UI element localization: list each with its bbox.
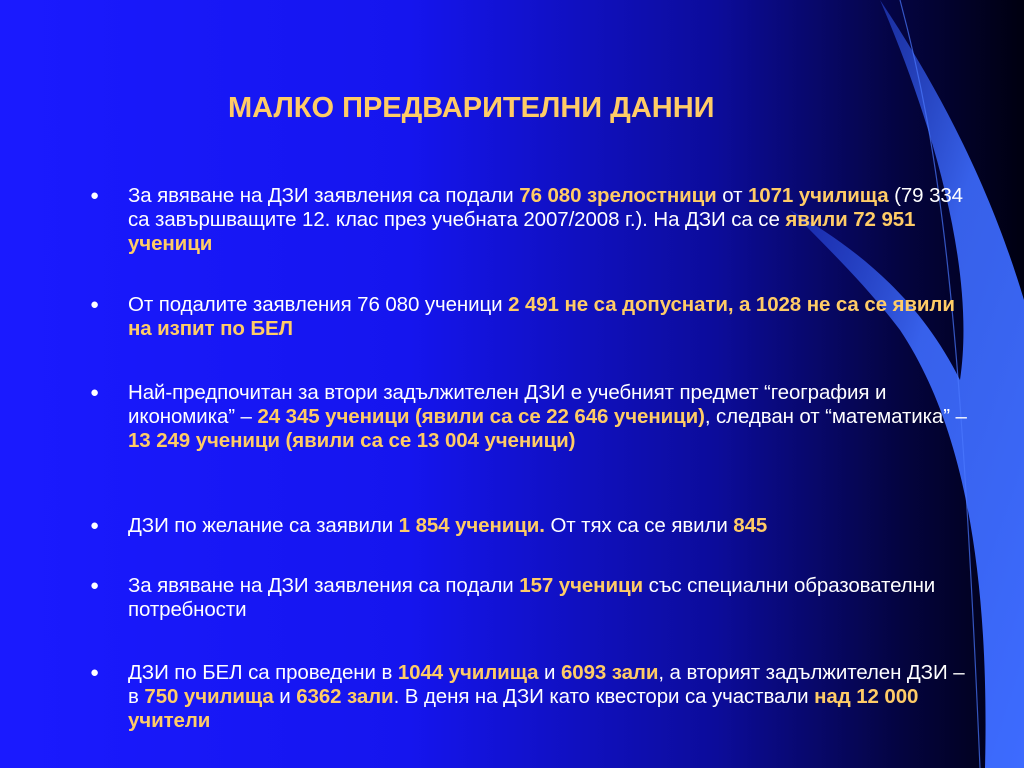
bullet-text: Най-предпочитан за втори задължителен ДЗ… [128, 381, 980, 453]
plain-text: От тях са се явили [544, 514, 734, 537]
bullet-text: От подалите заявления 76 080 ученици 2 4… [128, 293, 980, 341]
bullet-dot-icon: ● [90, 296, 100, 313]
highlight-text: 750 училища [144, 685, 274, 708]
bullet-dot-icon: ● [90, 664, 100, 681]
bullet-text: За явяване на ДЗИ заявления са подали 15… [128, 574, 980, 622]
highlight-text: 1 854 ученици. [398, 514, 545, 537]
highlight-text: 6362 зали [296, 685, 394, 708]
highlight-text: 2 491 не са допуснати, а 1028 не са се я… [128, 293, 955, 340]
plain-text: За явяване на ДЗИ заявления са подали [128, 574, 520, 597]
highlight-text: 157 ученици [519, 574, 643, 597]
bullet-item: ● ДЗИ по желание са заявили 1 854 ученици… [88, 514, 980, 538]
slide-title: МАЛКО ПРЕДВАРИТЕЛНИ ДАННИ [228, 92, 715, 124]
plain-text: Най-предпочитан за втори задължителен ДЗ… [128, 381, 887, 428]
plain-text: ДЗИ по желание са заявили [128, 514, 399, 537]
plain-text: (79 334 са завършващите 12. клас през уч… [128, 184, 963, 231]
highlight-text: 845 [733, 514, 768, 537]
highlight-text: 1071 училища [747, 184, 889, 207]
swoosh-line [899, 0, 981, 768]
bullet-dot-icon: ● [90, 517, 100, 534]
bullet-dot-icon: ● [90, 577, 100, 594]
bullet-text: За явяване на ДЗИ заявления са подали 76… [128, 184, 980, 256]
bullet-item: ● От подалите заявления 76 080 ученици 2 … [88, 293, 980, 341]
highlight-text: 76 080 зрелостници [519, 184, 717, 207]
plain-text: За явяване на ДЗИ заявления са подали [128, 184, 520, 207]
highlight-text: 1044 училища [397, 661, 539, 684]
plain-text: , следван от “математика” – [704, 405, 967, 428]
highlight-text: явили 72 951 ученици [128, 208, 916, 255]
plain-text: ДЗИ по БЕЛ са проведени в [128, 661, 398, 684]
bullet-dot-icon: ● [90, 187, 100, 204]
highlight-text: 24 345 ученици (явили са се 22 646 учени… [257, 405, 705, 428]
bullet-item: ● За явяване на ДЗИ заявления са подали 7… [88, 184, 980, 256]
highlight-text: над 12 000 учители [128, 685, 919, 732]
swoosh-band [790, 0, 1024, 768]
bullet-text: ДЗИ по желание са заявили 1 854 ученици.… [128, 514, 767, 538]
bullet-item: ● За явяване на ДЗИ заявления са подали 1… [88, 574, 980, 622]
plain-text: От подалите заявления 76 080 ученици [128, 293, 509, 316]
plain-text: със специални образователни потребности [128, 574, 936, 621]
bullet-dot-icon: ● [90, 384, 100, 401]
plain-text: и [273, 685, 297, 708]
highlight-text: 6093 зали [561, 661, 659, 684]
plain-text: и [538, 661, 561, 684]
plain-text: . В деня на ДЗИ като квестори са участва… [393, 685, 815, 708]
highlight-text: 13 249 ученици (явили са се 13 004 учени… [128, 429, 576, 452]
plain-text: , а вторият задължителен ДЗИ – в [128, 661, 965, 708]
bullet-text: ДЗИ по БЕЛ са проведени в 1044 училища и… [128, 661, 980, 733]
plain-text: от [716, 184, 748, 207]
bullet-item: ● Най-предпочитан за втори задължителен Д… [88, 381, 980, 453]
bullet-item: ● ДЗИ по БЕЛ са проведени в 1044 училища … [88, 661, 980, 733]
